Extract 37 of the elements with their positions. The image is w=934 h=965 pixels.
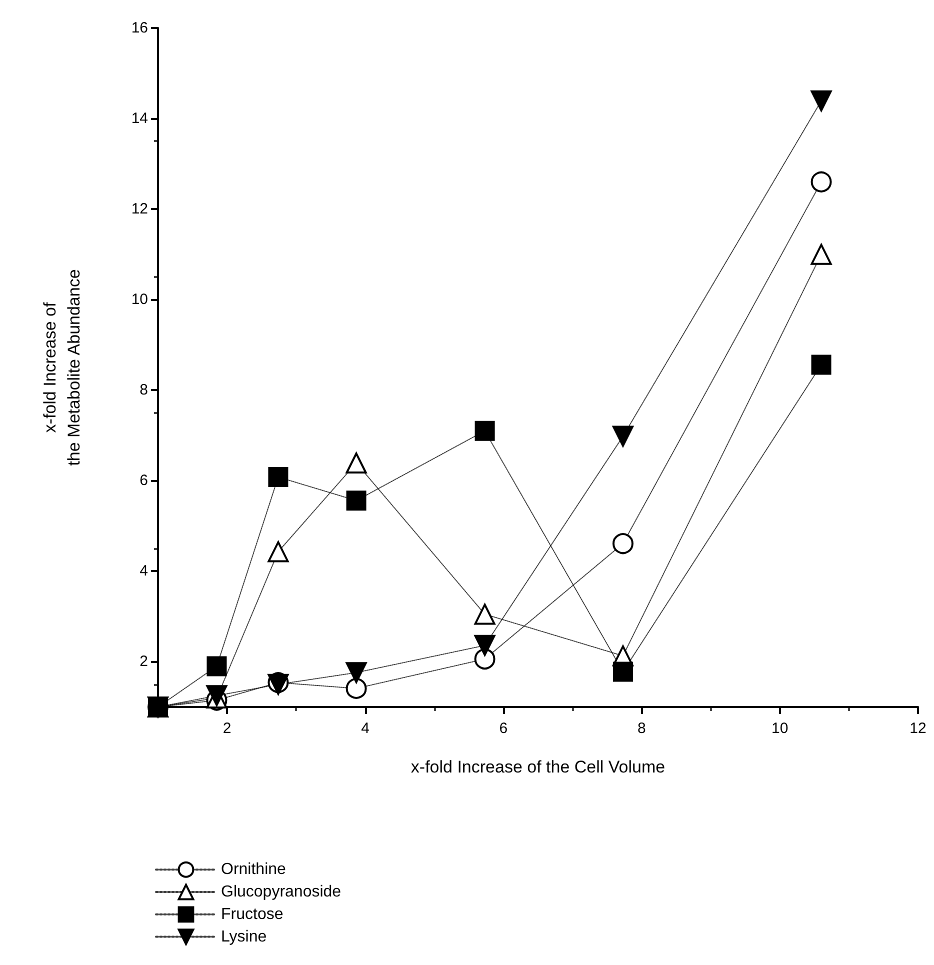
point (612, 426, 634, 447)
point (811, 354, 832, 375)
x-tick-label: 2 (222, 720, 232, 737)
point (810, 171, 832, 192)
x-tick-label: 12 (910, 720, 926, 737)
y-tick-label: 8 (140, 382, 148, 399)
point (810, 90, 832, 112)
point (346, 490, 366, 511)
x-tick-label: 6 (499, 720, 508, 737)
x-axis-title: x-fold Increase of the Cell Volume (410, 758, 666, 776)
legend-label: Fructose (221, 906, 284, 923)
y-tick-label: 4 (140, 562, 148, 580)
point (346, 678, 367, 699)
y-tick-label: 16 (131, 20, 148, 36)
point (268, 541, 289, 562)
x-tick-label: 8 (637, 720, 646, 737)
point (346, 662, 367, 684)
legend-label: Ornithine (221, 861, 286, 878)
point (346, 452, 367, 474)
point (612, 662, 633, 682)
point (206, 656, 227, 676)
y-tick-label: 14 (131, 110, 148, 128)
y-axis-title: x-fold Increase of the Metabolite Abundance (40, 269, 84, 466)
point (474, 634, 496, 656)
point (810, 244, 832, 265)
point (612, 533, 634, 554)
legend-label: Lysine (221, 928, 267, 946)
y-tick-label: 12 (131, 200, 148, 218)
point (474, 604, 496, 625)
y-tick-label: 10 (131, 291, 148, 308)
point (474, 420, 495, 441)
legend-label: Glucopyranoside (221, 884, 342, 900)
y-tick-label: 2 (140, 653, 148, 670)
point (268, 467, 288, 488)
y-tick-label: 6 (140, 472, 148, 490)
x-tick-label: 4 (361, 720, 370, 737)
x-tick-label: 10 (771, 720, 788, 737)
